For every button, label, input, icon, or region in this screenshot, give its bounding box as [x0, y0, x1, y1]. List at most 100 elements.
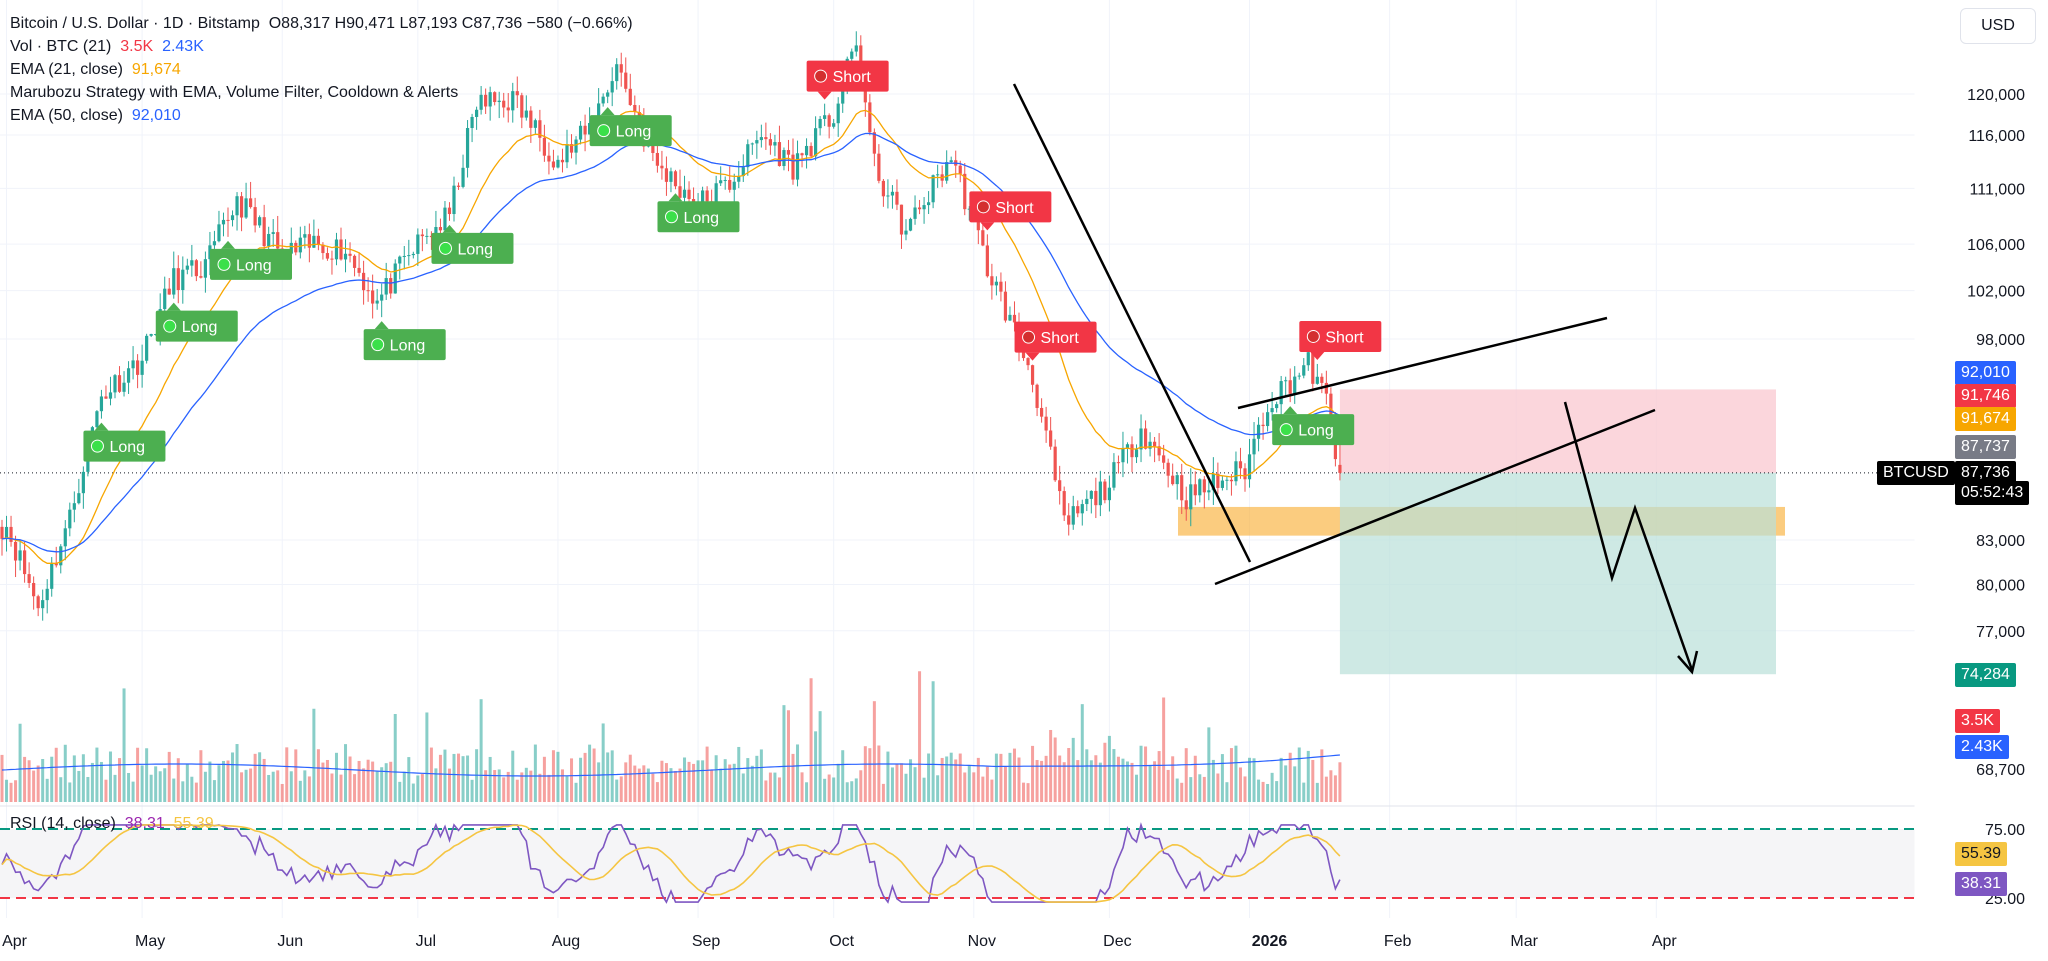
candle-body	[63, 528, 67, 547]
ema21-legend[interactable]: EMA (21, close) 91,674	[10, 58, 633, 81]
candle-body	[606, 92, 610, 97]
volume-bar	[710, 769, 714, 802]
symbol-title[interactable]: Bitcoin / U.S. Dollar · 1D · Bitstamp	[10, 15, 260, 32]
volume-bar	[583, 752, 587, 802]
candle-body	[836, 103, 840, 124]
candle-body	[1080, 504, 1084, 514]
short-signal: Short	[806, 60, 889, 100]
volume-bar	[190, 776, 194, 802]
candle-body	[1162, 455, 1166, 463]
strategy-legend[interactable]: Marubozu Strategy with EMA, Volume Filte…	[10, 81, 633, 104]
candle-body	[786, 150, 791, 155]
volume-bar	[750, 765, 754, 802]
candle-body	[380, 294, 384, 301]
candle-body	[1058, 480, 1062, 492]
long-signal: Long	[363, 321, 446, 361]
volume-bar	[140, 765, 144, 802]
volume-bar	[108, 751, 112, 802]
candle-body	[81, 471, 85, 494]
volume-bar	[18, 723, 22, 802]
signal-label: Long	[236, 257, 272, 274]
volume-bar	[502, 777, 506, 802]
time-axis-label: Aug	[552, 933, 580, 950]
candle-body	[574, 139, 578, 153]
volume-bar	[357, 760, 361, 802]
signal-dot-icon	[597, 124, 611, 138]
volume-bar	[809, 678, 813, 802]
candle-body	[560, 159, 565, 163]
volume-label: Vol · BTC (21)	[10, 38, 112, 55]
candle-body	[719, 180, 723, 184]
volume-bar	[949, 752, 953, 802]
time-axis-label: Jun	[277, 933, 303, 950]
candle-body	[1293, 376, 1297, 394]
volume-bar	[312, 708, 316, 802]
candle-body	[371, 290, 375, 304]
candle-body	[1180, 475, 1184, 501]
candle-body	[1284, 380, 1288, 382]
signal-box	[657, 201, 740, 233]
ema50-legend[interactable]: EMA (50, close) 92,010	[10, 104, 633, 127]
volume-bar	[642, 765, 646, 802]
volume-bar	[1220, 754, 1224, 802]
volume-bar	[687, 761, 691, 802]
candle-body	[1035, 384, 1039, 408]
volume-bar	[330, 773, 334, 802]
signal-dot-icon	[163, 319, 177, 333]
candle-body	[1085, 498, 1089, 505]
candle-body	[1256, 424, 1261, 439]
volume-bar	[420, 774, 424, 802]
rsi-legend[interactable]: RSI (14, close) 38.31 55.39	[10, 815, 214, 833]
volume-pane	[0, 671, 1342, 802]
candle-body	[1207, 490, 1211, 493]
candle-body	[619, 64, 623, 73]
volume-bar	[655, 782, 659, 802]
signal-pointer	[221, 240, 235, 249]
candle-body	[886, 195, 890, 197]
candle-body	[1125, 444, 1130, 448]
volume-bar	[217, 765, 221, 802]
signal-label: Short	[1325, 329, 1364, 346]
volume-bar	[280, 783, 284, 802]
volume-bar	[868, 748, 872, 802]
candle-body	[230, 215, 235, 221]
rsi-ma-line	[1, 824, 1341, 903]
volume-bar	[493, 770, 497, 802]
volume-bar	[1311, 759, 1315, 802]
short-signal: Short	[969, 191, 1052, 231]
volume-bar	[122, 688, 126, 802]
candle-body	[1139, 428, 1143, 450]
volume-bar	[488, 756, 492, 802]
volume-legend[interactable]: Vol · BTC (21) 3.5K 2.43K	[10, 35, 633, 58]
volume-bar	[1144, 746, 1148, 802]
signal-pointer	[980, 222, 995, 231]
candle-body	[1121, 447, 1125, 463]
volume-bar	[384, 763, 388, 802]
volume-bar	[267, 774, 271, 802]
signal-label: Long	[390, 338, 426, 355]
volume-bar	[1288, 752, 1292, 802]
candle-body	[1315, 376, 1319, 384]
candle-body	[1107, 487, 1111, 501]
candle-body	[140, 360, 144, 375]
currency-button[interactable]: USD	[1960, 8, 2036, 44]
candle-body	[764, 137, 768, 140]
volume-bar	[1135, 774, 1139, 802]
volume-bar	[637, 768, 641, 802]
take-profit-zone	[1339, 472, 1776, 675]
volume-value: 3.5K	[120, 38, 154, 55]
signal-dot-icon	[1306, 329, 1320, 343]
signal-box	[1014, 321, 1097, 353]
candle-body	[551, 161, 556, 168]
volume-bar	[199, 750, 203, 802]
volume-bar	[231, 752, 235, 802]
volume-bar	[918, 671, 922, 802]
volume-bar	[1103, 742, 1107, 802]
volume-bar	[886, 751, 890, 802]
candle-body	[375, 300, 379, 304]
long-signal: Long	[589, 107, 672, 147]
volume-bar	[1175, 778, 1179, 802]
volume-bar	[470, 779, 474, 802]
signal-pointer	[1025, 352, 1040, 361]
